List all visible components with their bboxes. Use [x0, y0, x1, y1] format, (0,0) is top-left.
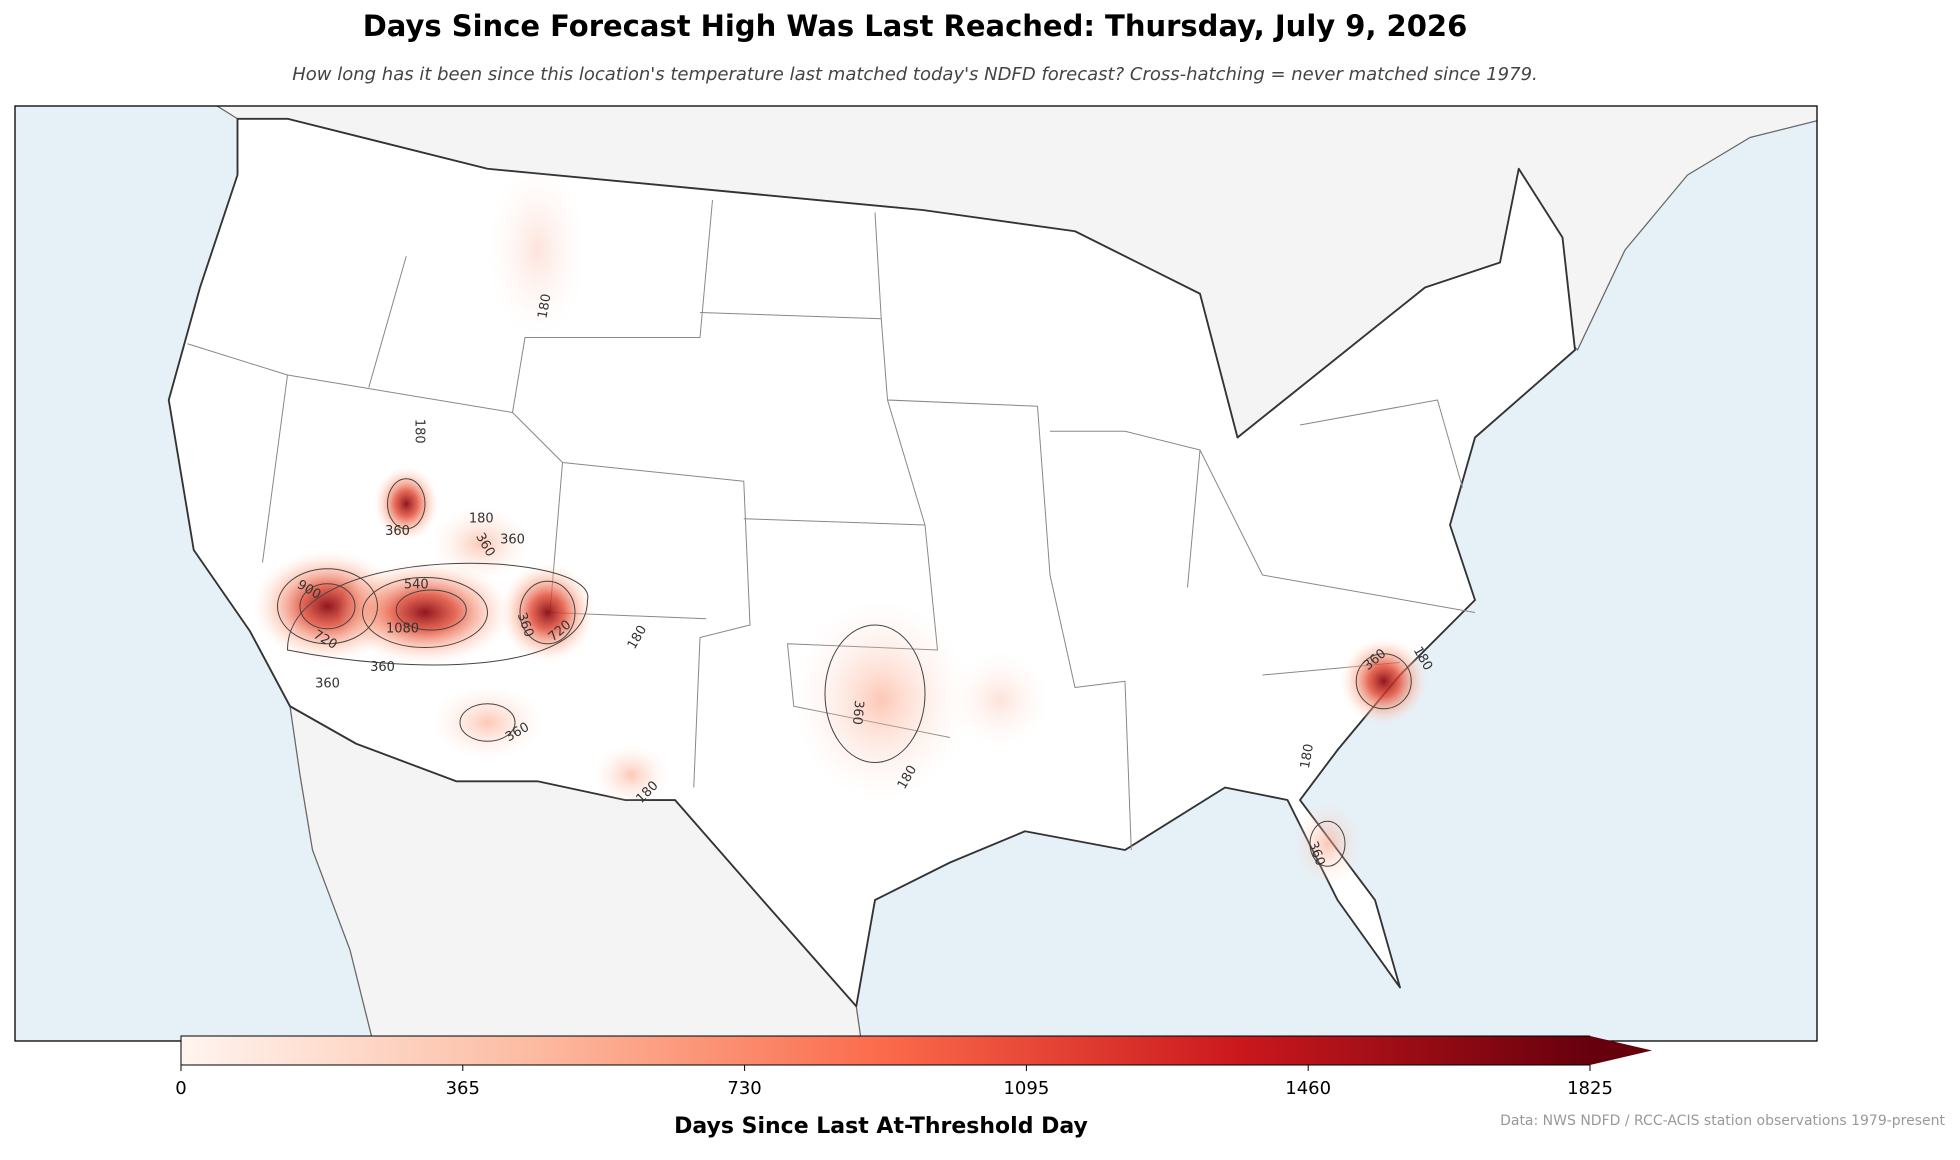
colorbar-gradient — [181, 1036, 1590, 1065]
contour-label: 180 — [411, 419, 426, 444]
colorbar-outline — [180, 1035, 1590, 1066]
contour-label: 540 — [404, 578, 429, 593]
colorbar-tick-label: 365 — [446, 1078, 480, 1099]
contour-label: 180 — [1298, 743, 1317, 770]
contour-label: 1080 — [386, 621, 419, 636]
contour-label: 180 — [535, 293, 554, 320]
colorbar-tick-label: 0 — [175, 1078, 186, 1099]
source-note: Data: NWS NDFD / RCC-ACIS station observ… — [1500, 1113, 1945, 1129]
colorbar-tick-label: 1825 — [1567, 1078, 1613, 1099]
contour-label: 360 — [385, 524, 410, 539]
title: Days Since Forecast High Was Last Reache… — [363, 9, 1468, 43]
colorbar-extend — [1590, 1036, 1652, 1065]
contour-label: 360 — [370, 660, 395, 675]
contour-label: 360 — [849, 699, 866, 725]
colorbar-tick-label: 1460 — [1285, 1078, 1331, 1099]
colorbar-label: Days Since Last At-Threshold Day — [674, 1114, 1088, 1139]
usa — [167, 117, 1576, 1008]
contour-label: 180 — [469, 511, 494, 526]
contours — [277, 478, 1412, 867]
colorbar-tick-label: 1095 — [1003, 1078, 1049, 1099]
colorbar: 0 365 730 1095 1460 1825 — [175, 1035, 1652, 1099]
contour-label: 360 — [315, 676, 340, 691]
colorbar-tick-label: 730 — [727, 1078, 761, 1099]
contour-label: 360 — [500, 533, 525, 548]
subtitle: How long has it been since this location… — [292, 64, 1538, 85]
